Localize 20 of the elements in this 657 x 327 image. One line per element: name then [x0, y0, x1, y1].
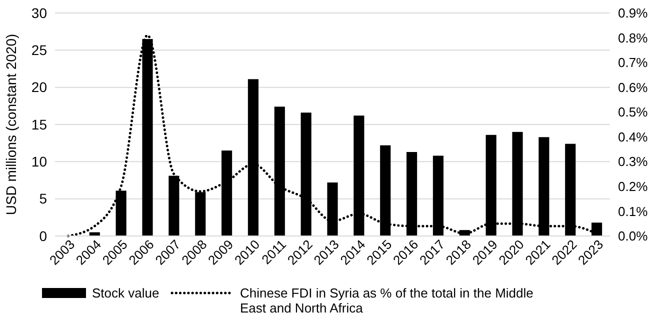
y-axis-title: USD millions (constant 2020) — [3, 34, 19, 216]
y2-tick-label: 0.6% — [618, 80, 648, 95]
y-tick-label: 0 — [39, 228, 48, 244]
y-tick-label: 25 — [31, 42, 48, 58]
y-tick-label: 15 — [31, 116, 48, 132]
y-tick-label: 30 — [31, 4, 48, 21]
y2-tick-label: 0.8% — [618, 30, 648, 46]
y2-tick-label: 0.2% — [618, 178, 648, 194]
y-tick-label: 10 — [31, 154, 48, 170]
y2-tick-label: 0.5% — [618, 104, 648, 120]
legend-label: Stock value — [92, 286, 160, 301]
y2-tick-label: 0.4% — [618, 129, 648, 144]
y-tick-label: 20 — [31, 79, 48, 96]
y2-tick-label: 0.7% — [618, 55, 648, 70]
y2-tick-label: 0.9% — [618, 6, 648, 21]
y2-tick-label: 0.1% — [618, 204, 648, 219]
legend-label: Chinese FDI in Syria as % of the total in the Middle East and North Africa — [240, 286, 534, 316]
y2-tick-label: 0.0% — [618, 228, 648, 244]
y-tick-label: 5 — [39, 190, 48, 207]
y2-tick-label: 0.3% — [618, 154, 648, 170]
